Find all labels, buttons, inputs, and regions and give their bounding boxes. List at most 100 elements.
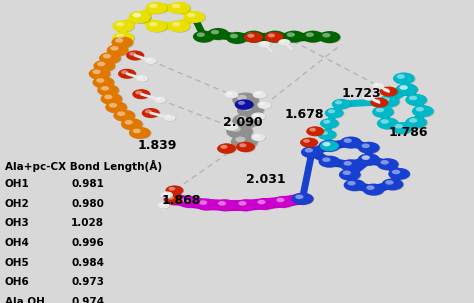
Circle shape bbox=[326, 108, 345, 118]
Circle shape bbox=[224, 123, 238, 131]
Circle shape bbox=[161, 191, 173, 198]
Circle shape bbox=[255, 198, 276, 211]
Circle shape bbox=[321, 141, 340, 152]
Circle shape bbox=[168, 20, 190, 32]
Circle shape bbox=[306, 32, 314, 37]
Circle shape bbox=[125, 120, 133, 125]
Circle shape bbox=[164, 194, 186, 206]
Circle shape bbox=[395, 124, 403, 128]
Circle shape bbox=[182, 198, 190, 202]
Circle shape bbox=[98, 85, 120, 97]
Circle shape bbox=[406, 94, 428, 106]
Circle shape bbox=[146, 20, 167, 32]
Circle shape bbox=[377, 158, 399, 170]
Circle shape bbox=[381, 119, 389, 124]
Circle shape bbox=[92, 76, 114, 88]
Circle shape bbox=[341, 160, 363, 172]
Circle shape bbox=[322, 33, 330, 38]
Circle shape bbox=[238, 201, 246, 206]
Circle shape bbox=[382, 97, 390, 102]
Circle shape bbox=[207, 28, 229, 40]
Circle shape bbox=[254, 135, 259, 138]
Circle shape bbox=[112, 37, 134, 49]
Circle shape bbox=[253, 91, 267, 98]
Circle shape bbox=[145, 109, 152, 113]
Circle shape bbox=[381, 87, 399, 97]
Circle shape bbox=[130, 12, 152, 24]
Circle shape bbox=[258, 102, 272, 109]
Circle shape bbox=[226, 124, 253, 138]
Circle shape bbox=[130, 127, 152, 139]
Circle shape bbox=[303, 31, 325, 43]
Circle shape bbox=[406, 117, 428, 129]
Text: 0.980: 0.980 bbox=[71, 199, 104, 209]
Circle shape bbox=[101, 86, 109, 91]
Circle shape bbox=[236, 137, 246, 142]
Circle shape bbox=[122, 119, 144, 131]
Circle shape bbox=[133, 90, 151, 99]
Circle shape bbox=[251, 133, 265, 141]
Circle shape bbox=[236, 142, 255, 152]
Circle shape bbox=[146, 2, 167, 14]
Circle shape bbox=[167, 195, 175, 200]
Circle shape bbox=[112, 20, 134, 32]
Circle shape bbox=[332, 99, 351, 109]
Circle shape bbox=[232, 135, 258, 150]
Circle shape bbox=[358, 154, 380, 165]
Circle shape bbox=[183, 11, 205, 23]
Text: 1.786: 1.786 bbox=[389, 126, 428, 139]
Circle shape bbox=[381, 160, 389, 165]
Circle shape bbox=[335, 100, 342, 105]
Text: OH3: OH3 bbox=[5, 218, 29, 228]
Circle shape bbox=[319, 156, 341, 168]
Circle shape bbox=[232, 93, 259, 107]
Circle shape bbox=[379, 96, 401, 108]
Circle shape bbox=[292, 193, 313, 205]
Circle shape bbox=[195, 198, 217, 211]
Circle shape bbox=[359, 154, 381, 166]
Circle shape bbox=[109, 103, 117, 108]
Circle shape bbox=[254, 198, 275, 210]
Circle shape bbox=[164, 114, 176, 121]
Circle shape bbox=[242, 105, 252, 111]
Circle shape bbox=[211, 30, 219, 34]
Circle shape bbox=[258, 41, 271, 48]
Circle shape bbox=[273, 196, 295, 208]
Circle shape bbox=[117, 112, 125, 116]
Circle shape bbox=[366, 185, 374, 190]
Circle shape bbox=[169, 21, 191, 33]
Circle shape bbox=[225, 123, 239, 131]
Circle shape bbox=[321, 131, 328, 135]
Circle shape bbox=[374, 83, 379, 86]
Circle shape bbox=[320, 118, 339, 129]
Circle shape bbox=[129, 52, 136, 56]
Circle shape bbox=[268, 33, 275, 38]
Circle shape bbox=[340, 137, 362, 148]
Circle shape bbox=[385, 180, 393, 185]
Circle shape bbox=[307, 127, 325, 137]
Circle shape bbox=[163, 192, 167, 195]
Circle shape bbox=[238, 104, 264, 118]
Circle shape bbox=[168, 187, 175, 191]
Circle shape bbox=[227, 32, 249, 45]
Circle shape bbox=[168, 2, 190, 14]
Text: Ala+pc-CX Bond Length(Å): Ala+pc-CX Bond Length(Å) bbox=[5, 159, 162, 171]
Circle shape bbox=[208, 28, 230, 41]
Circle shape bbox=[218, 144, 237, 154]
Text: Ala OH: Ala OH bbox=[5, 297, 45, 303]
Circle shape bbox=[413, 106, 435, 118]
Circle shape bbox=[166, 186, 184, 196]
Circle shape bbox=[146, 2, 168, 14]
Circle shape bbox=[358, 154, 380, 165]
Circle shape bbox=[236, 100, 255, 110]
Circle shape bbox=[340, 169, 362, 181]
Circle shape bbox=[93, 60, 115, 72]
Circle shape bbox=[132, 89, 150, 99]
Circle shape bbox=[362, 155, 370, 160]
Circle shape bbox=[365, 95, 369, 98]
Circle shape bbox=[339, 169, 361, 181]
Circle shape bbox=[320, 141, 339, 151]
Circle shape bbox=[322, 142, 330, 146]
Circle shape bbox=[260, 42, 265, 45]
Circle shape bbox=[129, 11, 151, 23]
